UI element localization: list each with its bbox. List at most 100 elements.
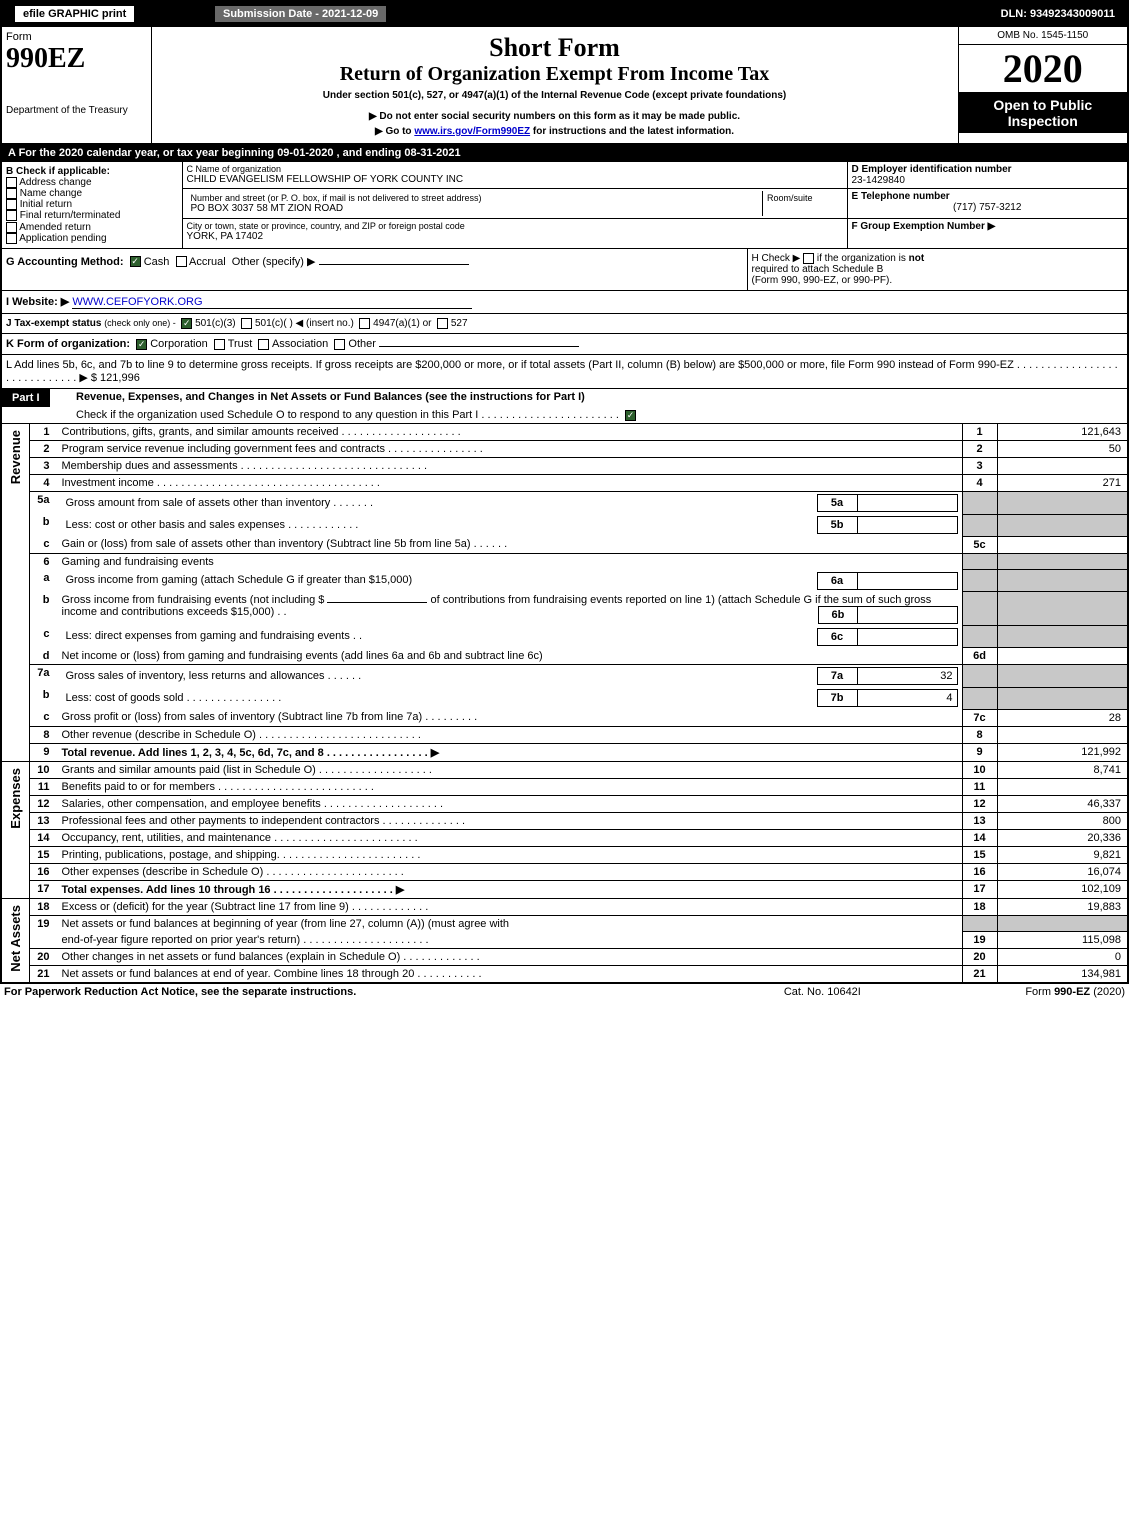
main-title: Return of Organization Exempt From Incom… [158,63,952,86]
col-6a-gray [962,570,997,592]
goto-pre: ▶ Go to [375,126,414,137]
h-text2: if the organization is not [817,253,924,264]
sub-7a-label: 7a [817,668,857,685]
col-5a-gray [962,492,997,515]
ln-7b: b [30,687,58,709]
amt-6b-gray [997,592,1127,626]
col-6b-gray [962,592,997,626]
open-to-public: Open to Public Inspection [959,93,1128,133]
col-19: 19 [962,932,997,949]
amt-15: 9,821 [997,846,1127,863]
check-accrual[interactable] [176,256,187,267]
check-association[interactable] [258,339,269,350]
amt-10: 8,741 [997,761,1127,778]
box-b-title: B Check if applicable: [6,166,178,177]
col-4: 4 [962,475,997,492]
check-application-pending[interactable] [6,233,17,244]
form-990ez: efile GRAPHIC print Submission Date - 20… [0,0,1129,984]
ln-10: 10 [30,761,58,778]
ln-5a: 5a [30,492,58,515]
col-1: 1 [962,424,997,441]
line-10-text: Grants and similar amounts paid (list in… [58,761,963,778]
tax-year: 2020 [959,45,1128,93]
check-501c[interactable] [241,318,252,329]
check-cash[interactable]: ✓ [130,256,141,267]
efile-print-button[interactable]: efile GRAPHIC print [14,5,135,23]
col-13: 13 [962,812,997,829]
label-tax-exempt: J Tax-exempt status [6,318,101,329]
col-20: 20 [962,949,997,966]
line-1-text: Contributions, gifts, grants, and simila… [58,424,963,441]
opt-address-change: Address change [19,177,91,188]
sub-5b-value [857,517,957,534]
irs-link[interactable]: www.irs.gov/Form990EZ [414,126,530,137]
line-2-text: Program service revenue including govern… [58,441,963,458]
amt-13: 800 [997,812,1127,829]
col-7b-gray [962,687,997,709]
ln-6a: a [30,570,58,592]
amt-5b-gray [997,514,1127,536]
check-schedule-o-part-i[interactable]: ✓ [625,410,636,421]
footer-paperwork: For Paperwork Reduction Act Notice, see … [0,984,736,1000]
line-12-text: Salaries, other compensation, and employ… [58,795,963,812]
label-org-name: C Name of organization [187,164,843,174]
check-schedule-b-not-required[interactable] [803,253,814,264]
col-9: 9 [962,743,997,761]
line-5c-text: Gain or (loss) from sale of assets other… [58,536,963,553]
check-4947a1[interactable] [359,318,370,329]
amt-12: 46,337 [997,795,1127,812]
part-i-label: Part I [2,389,50,407]
label-phone: E Telephone number [852,191,1124,202]
check-final-return[interactable] [6,210,17,221]
sidebar-net-assets: Net Assets [6,901,25,976]
check-501c3[interactable]: ✓ [181,318,192,329]
city-state-zip: YORK, PA 17402 [187,231,843,242]
line-6b-text1: Gross income from fundraising events (no… [62,594,325,606]
omb-number: OMB No. 1545-1150 [959,27,1128,45]
amt-3 [997,458,1127,475]
opt-527: 527 [451,318,468,329]
check-other-org[interactable] [334,339,345,350]
check-name-change[interactable] [6,188,17,199]
amt-11 [997,778,1127,795]
ln-5c: c [30,536,58,553]
street-address: PO BOX 3037 58 MT ZION ROAD [191,203,759,214]
amt-16: 16,074 [997,863,1127,880]
col-17: 17 [962,880,997,898]
ln-16: 16 [30,863,58,880]
opt-4947a1: 4947(a)(1) or [373,318,431,329]
col-16: 16 [962,863,997,880]
part-i-table: Revenue 1 Contributions, gifts, grants, … [2,424,1127,982]
col-5b-gray [962,514,997,536]
check-initial-return[interactable] [6,199,17,210]
opt-other-method: Other (specify) ▶ [232,256,316,268]
col-2: 2 [962,441,997,458]
check-corporation[interactable]: ✓ [136,339,147,350]
label-accounting-method: G Accounting Method: [6,256,124,268]
check-address-change[interactable] [6,177,17,188]
website-link[interactable]: WWW.CEFOFYORK.ORG [72,296,472,309]
opt-initial-return: Initial return [20,199,72,210]
check-trust[interactable] [214,339,225,350]
check-527[interactable] [437,318,448,329]
goto-post: for instructions and the latest informat… [530,126,734,137]
amt-7b-gray [997,687,1127,709]
amt-21: 134,981 [997,966,1127,983]
subtitle: Under section 501(c), 527, or 4947(a)(1)… [158,90,952,101]
opt-amended-return: Amended return [19,222,91,233]
ln-2: 2 [30,441,58,458]
col-12: 12 [962,795,997,812]
sub-5a-label: 5a [817,495,857,512]
ln-9: 9 [30,743,58,761]
sub-7b-label: 7b [817,690,857,707]
opt-association: Association [272,338,328,350]
ln-15: 15 [30,846,58,863]
amt-7c: 28 [997,709,1127,726]
check-amended-return[interactable] [6,222,17,233]
amt-1: 121,643 [997,424,1127,441]
submission-date-button[interactable]: Submission Date - 2021-12-09 [214,5,387,23]
line-11-text: Benefits paid to or for members . . . . … [58,778,963,795]
amt-4: 271 [997,475,1127,492]
sub-6c-label: 6c [817,628,857,645]
org-name: CHILD EVANGELISM FELLOWSHIP OF YORK COUN… [187,174,843,185]
